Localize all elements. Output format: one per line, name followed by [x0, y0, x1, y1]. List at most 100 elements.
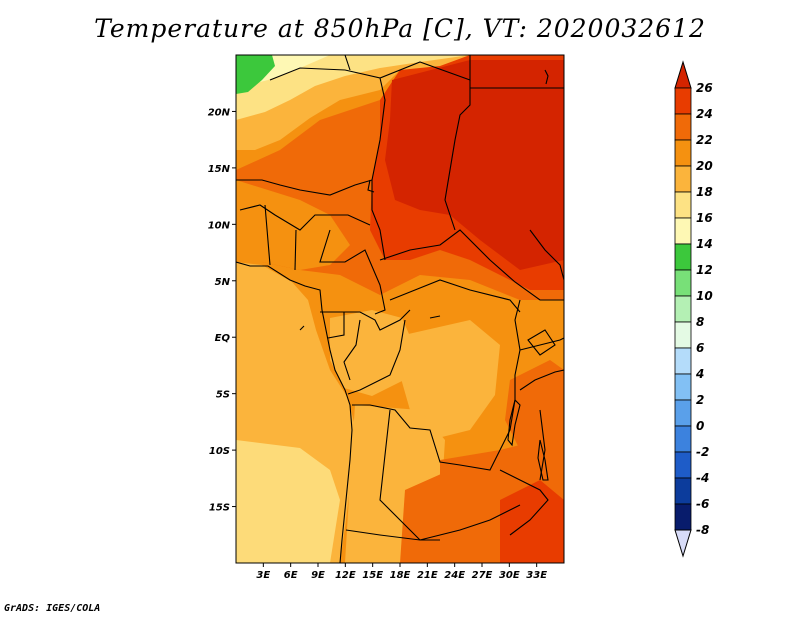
colorbar-level-label: 20 — [696, 159, 713, 173]
lake-nasser — [544, 69, 549, 85]
field-congo-light — [330, 310, 416, 396]
lat-tick-label: EQ — [215, 333, 231, 344]
lake-tanganyika — [507, 398, 521, 447]
field-sahara-light — [236, 55, 470, 120]
colorbar-swatch — [674, 87, 692, 115]
border-ghana-togo — [264, 204, 271, 266]
field-drc-light — [400, 320, 500, 440]
border-malawi — [539, 409, 546, 481]
colorbar-swatch — [674, 295, 692, 323]
colorbar-swatch — [674, 503, 692, 531]
river-fragment-1 — [429, 315, 441, 319]
colorbar-level-label: 18 — [696, 185, 713, 199]
colorbar-bottom-arrow — [674, 529, 692, 558]
colorbar-swatch — [674, 373, 692, 401]
colorbar-level-label: 4 — [695, 367, 704, 381]
colorbar-swatch — [674, 477, 692, 505]
colorbar-level-label: 10 — [696, 289, 713, 303]
colorbar-level-label: 0 — [696, 419, 704, 433]
border-nigeria-cameroon — [319, 229, 386, 315]
border-libya — [344, 55, 351, 71]
colorbar-level-label: 14 — [696, 237, 713, 251]
field-core-hottest — [385, 60, 564, 270]
colorbar-swatch — [674, 321, 692, 349]
coastline — [236, 261, 353, 563]
border-car-sudan — [379, 229, 564, 301]
lake-malawi — [537, 439, 549, 481]
border-uganda-kenya — [519, 337, 564, 351]
border-chad-sudan — [444, 80, 471, 231]
colorbar-level-label: 8 — [696, 315, 704, 329]
colorbar-swatch — [674, 269, 692, 297]
colorbar-level-label: -6 — [696, 497, 709, 511]
border-gabon-congo-south — [343, 319, 361, 381]
field-westafrica — [236, 180, 350, 270]
colorbar-swatch — [674, 399, 692, 427]
border-algeria-niger-chad — [269, 67, 386, 261]
lat-tick-label: 5S — [216, 390, 230, 401]
colorbar-swatch — [674, 425, 692, 453]
colorbar-level-label: -8 — [696, 523, 709, 537]
field-green-patch — [236, 55, 275, 94]
lon-tick-label: 12E — [335, 570, 356, 581]
lon-tick-label: 30E — [499, 570, 520, 581]
lon-tick-label: 6E — [284, 570, 298, 581]
colorbar-level-label: 22 — [696, 133, 713, 147]
border-drc-east — [499, 299, 521, 451]
lat-tick-label: 15S — [209, 503, 230, 514]
map-title: Temperature at 850hPa [C], VT: 202003261… — [94, 14, 706, 43]
lat-tick-label: 15N — [208, 164, 231, 175]
lake-chad — [367, 179, 375, 193]
lat-tick-label: 10S — [209, 446, 230, 457]
lon-tick-label: 3E — [256, 570, 270, 581]
border-congo-drc — [347, 319, 406, 395]
border-libya-chad — [379, 55, 471, 81]
lon-tick-label: 9E — [311, 570, 325, 581]
lon-tick-label: 33E — [526, 570, 547, 581]
lon-tick-label: 27E — [472, 570, 493, 581]
border-benin — [294, 229, 297, 271]
colorbar-swatch — [674, 165, 692, 193]
colorbar-level-label: 2 — [696, 393, 704, 407]
border-zambia-zimbabwe — [499, 469, 549, 536]
colorbar-level-label: 26 — [696, 81, 713, 95]
colorbar-level-label: 6 — [696, 341, 704, 355]
border-burkina-nigeria — [239, 204, 371, 231]
colorbar-top-arrow — [674, 60, 692, 89]
lat-tick-label: 5N — [215, 277, 231, 288]
island-bioko — [299, 325, 305, 331]
colorbar-level-label: 24 — [696, 107, 713, 121]
lat-tick-label: 20N — [208, 107, 231, 118]
field-south-light — [236, 440, 340, 563]
border-drc-angola-zambia — [352, 404, 501, 471]
lon-tick-label: 15E — [362, 570, 383, 581]
colorbar-level-label: 12 — [696, 263, 713, 277]
colorbar-level-label: -4 — [696, 471, 709, 485]
lon-tick-label: 18E — [390, 570, 411, 581]
credit-label: GrADS: IGES/COLA — [4, 603, 101, 614]
colorbar-level-label: 16 — [696, 211, 713, 225]
border-car-drc — [389, 279, 521, 313]
colorbar-swatch — [674, 347, 692, 375]
lat-tick-label: 10N — [208, 220, 231, 231]
temperature-field — [236, 55, 564, 563]
lat-axis: 20N 15N 10N 5N EQ 5S 10S 15S — [208, 107, 236, 514]
lon-axis: 3E 6E 9E 12E 15E 18E 21E 24E 27E 30E 33E — [256, 563, 547, 581]
lake-victoria — [527, 329, 556, 356]
border-mali-niger — [236, 179, 373, 196]
colorbar-swatch — [674, 451, 692, 479]
colorbar-swatch — [674, 139, 692, 167]
lon-tick-label: 21E — [417, 570, 438, 581]
colorbar-level-label: -2 — [696, 445, 709, 459]
country-borders — [236, 55, 564, 563]
border-tanzania — [519, 369, 564, 391]
border-namibia-botswana — [345, 504, 521, 541]
colorbar-swatch — [674, 191, 692, 219]
colorbar-swatch — [674, 217, 692, 245]
lon-tick-label: 24E — [444, 570, 465, 581]
field-tanzania-warm — [505, 360, 564, 450]
border-ethiopia — [529, 229, 564, 281]
border-eqguinea — [327, 312, 345, 339]
